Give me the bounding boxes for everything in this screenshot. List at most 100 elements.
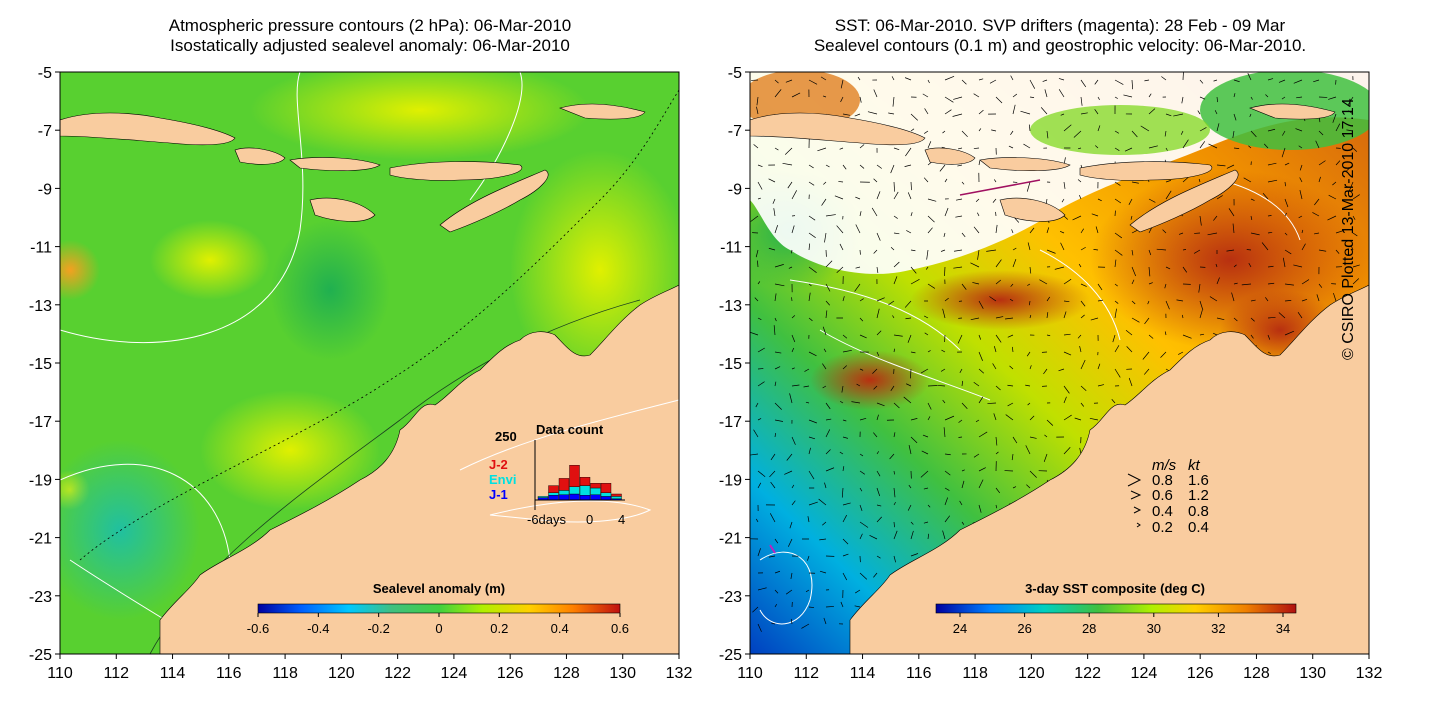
colorbar-tick-label: 28	[1082, 621, 1096, 636]
velocity-arrow	[1226, 249, 1235, 252]
inset-bar-j1	[590, 494, 601, 501]
velocity-arrow	[876, 351, 880, 356]
velocity-arrow	[791, 436, 796, 445]
velocity-arrow	[961, 402, 968, 409]
velocity-legend-kt: 0.8	[1188, 503, 1209, 520]
velocity-arrow	[995, 487, 1001, 494]
velocity-arrow	[1097, 198, 1102, 202]
velocity-arrow	[805, 589, 810, 593]
inset-bar-j2	[590, 483, 601, 489]
velocity-arrow	[910, 418, 918, 421]
y-tick-label: -17	[719, 414, 742, 431]
velocity-arrow	[791, 384, 800, 387]
velocity-arrow	[842, 365, 848, 370]
velocity-arrow	[927, 402, 932, 410]
velocity-arrow	[1131, 300, 1136, 305]
velocity-legend-ms: 0.6	[1152, 487, 1173, 504]
legend-j2: J-2	[489, 457, 508, 472]
legend-envi: Envi	[489, 472, 516, 487]
velocity-arrow	[859, 144, 865, 149]
velocity-arrow	[1148, 198, 1156, 203]
wetar-island-right	[1249, 103, 1336, 120]
velocity-arrow	[757, 482, 762, 489]
velocity-arrow	[1216, 96, 1218, 103]
velocity-arrow	[859, 487, 863, 492]
inset-bar-j2	[611, 493, 622, 497]
velocity-legend: m/s kt 0.8 1.6 0.6 1.2 0.4 0.8 0.2 0.4	[1127, 457, 1209, 536]
left-title-line1: Atmospheric pressure contours (2 hPa): 0…	[168, 16, 572, 35]
velocity-arrow	[825, 418, 832, 421]
flores-island-right	[1079, 161, 1213, 181]
velocity-arrow	[1143, 368, 1150, 375]
x-tick-label: 114	[850, 665, 876, 682]
velocity-arrow	[892, 315, 895, 319]
velocity-arrow	[1281, 96, 1286, 100]
x-tick-label: 130	[1299, 665, 1326, 682]
velocity-arrow	[927, 198, 937, 202]
velocity-arrow	[872, 368, 878, 374]
velocity-arrow	[1063, 278, 1072, 285]
velocity-arrow	[876, 470, 881, 477]
velocity-arrow	[1012, 247, 1017, 251]
velocity-arrow	[893, 232, 900, 235]
velocity-arrow	[769, 470, 776, 478]
velocity-arrow	[1029, 314, 1032, 319]
velocity-arrow	[890, 164, 895, 174]
velocity-arrow	[1156, 248, 1167, 251]
velocity-arrow	[893, 402, 900, 409]
velocity-arrow	[1352, 278, 1360, 285]
velocity-arrow	[1250, 232, 1260, 236]
y-tick-label: -25	[29, 647, 52, 664]
velocity-arrow-0.6-icon	[1130, 490, 1142, 500]
velocity-arrow	[995, 259, 1002, 268]
left-colorbar-label: Sealevel anomaly (m)	[373, 581, 505, 596]
velocity-arrow	[893, 470, 895, 475]
y-tick-label: -5	[728, 65, 742, 82]
velocity-arrow	[859, 533, 863, 540]
velocity-arrow	[995, 451, 999, 455]
velocity-arrow	[774, 381, 777, 387]
velocity-legend-kt: 1.2	[1188, 487, 1209, 504]
velocity-arrow	[989, 296, 997, 302]
velocity-arrow	[1250, 299, 1256, 302]
velocity-arrow	[973, 453, 980, 458]
velocity-arrow	[1131, 279, 1135, 285]
velocity-arrow	[757, 587, 767, 591]
colorbar-tick-label: 24	[953, 621, 967, 636]
velocity-arrow	[1328, 194, 1337, 200]
velocity-arrow	[1278, 79, 1286, 83]
y-tick-label: -7	[38, 123, 52, 140]
velocity-arrow	[750, 215, 759, 222]
velocity-arrow	[1063, 351, 1072, 356]
x-tick-label: 118	[272, 665, 298, 682]
velocity-arrow	[1284, 249, 1292, 255]
velocity-arrow	[757, 623, 762, 632]
data-count-inset: Data count 250 J-2 Envi J-1 -6days 0 4	[489, 422, 625, 527]
velocity-arrow	[1278, 312, 1286, 319]
velocity-arrow	[824, 232, 827, 243]
right-title-line2: Sealevel contours (0.1 m) and geostrophi…	[813, 36, 1307, 55]
velocity-arrow	[1173, 113, 1184, 117]
velocity-arrow	[1011, 453, 1014, 461]
velocity-arrow	[1063, 300, 1070, 303]
y-tick-label: -17	[29, 414, 52, 431]
velocity-arrow	[961, 79, 967, 85]
velocity-arrow	[957, 164, 963, 167]
velocity-arrow	[973, 381, 980, 387]
velocity-arrow	[1027, 283, 1031, 286]
velocity-arrow	[774, 432, 776, 438]
velocity-arrow	[1044, 434, 1048, 438]
velocity-arrow	[908, 445, 912, 455]
velocity-arrow	[807, 516, 810, 523]
velocity-arrow	[867, 111, 878, 115]
velocity-arrow	[893, 147, 900, 151]
velocity-arrow	[1114, 232, 1123, 239]
velocity-arrow	[961, 480, 965, 489]
velocity-arrow	[1249, 113, 1252, 118]
velocity-arrow	[1248, 145, 1252, 149]
velocity-arrow	[910, 113, 919, 121]
velocity-arrow	[859, 572, 868, 580]
velocity-arrow	[836, 266, 844, 273]
velocity-arrow	[1114, 300, 1119, 304]
velocity-arrow	[978, 109, 984, 115]
